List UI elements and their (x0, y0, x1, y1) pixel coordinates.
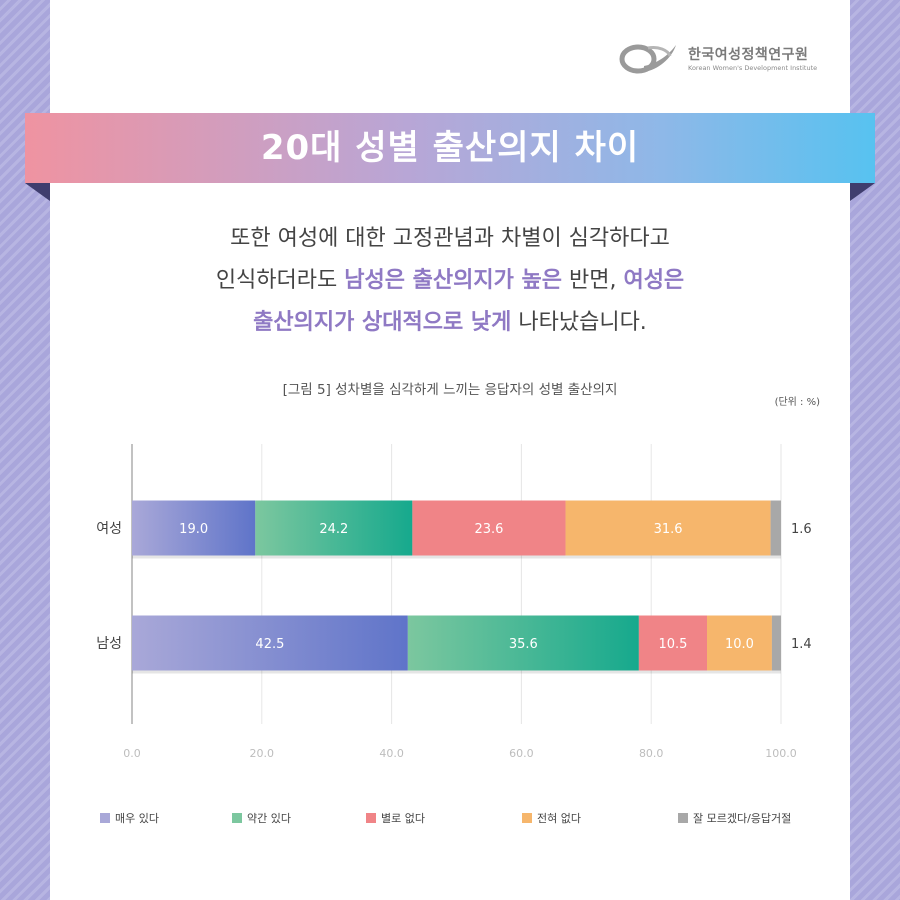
org-name: 한국여성정책연구원 (688, 47, 809, 63)
bar-segment (132, 615, 408, 671)
legend-label: 잘 모르겠다/응답거절 (693, 812, 792, 825)
banner-title: 20대 성별 출산의지 차이 (260, 128, 640, 168)
bar-segment (407, 615, 639, 671)
intro-line-2-a: 인식하더라도 (215, 268, 345, 293)
legend-swatch (100, 813, 110, 823)
legend-label: 별로 없다 (381, 812, 425, 825)
bar-segment (707, 615, 772, 671)
data-label: 10.5 (658, 637, 687, 652)
intro-highlight-men: 남성은 출산의지가 높은 (344, 268, 562, 293)
bar-segment (771, 615, 781, 671)
bar-segment (638, 615, 708, 671)
legend-item: 약간 있다 (232, 808, 291, 828)
data-label: 1.6 (791, 522, 812, 537)
intro-highlight-low: 출산의지가 상대적으로 낮게 (253, 310, 512, 335)
intro-line-2-b: 반면, (561, 268, 624, 293)
legend-swatch (678, 813, 688, 823)
org-logo-mark-icon (619, 44, 676, 74)
category-label: 여성 (96, 521, 122, 537)
intro-line-1: 또한 여성에 대한 고정관념과 차별이 심각하다고 (60, 218, 840, 260)
banner-fold-left (25, 183, 50, 201)
intro-highlight-women: 여성은 (623, 268, 685, 293)
intro-line-3: 출산의지가 상대적으로 낮게 나타났습니다. (60, 302, 840, 344)
x-tick-label: 100.0 (765, 747, 797, 760)
chart-labels: 0.0 20.0 40.0 60.0 80.0 100.0 여성 19.0 24.2 23.6 31… (96, 521, 811, 760)
intro-text: 또한 여성에 대한 고정관념과 차별이 심각하다고 인식하더라도 남성은 출산의… (60, 218, 840, 344)
legend-label: 약간 있다 (247, 812, 291, 825)
x-tick-label: 80.0 (639, 747, 664, 760)
stacked-bar-chart: 0.0 20.0 40.0 60.0 80.0 100.0 여성 19.0 24.2 23.6 31… (96, 444, 812, 760)
chart-bars (132, 500, 781, 674)
legend-label: 전혀 없다 (537, 812, 581, 825)
legend-swatch (232, 813, 242, 823)
title-banner (25, 113, 875, 183)
data-label: 35.6 (509, 637, 538, 652)
org-logo: 한국여성정책연구원 Korean Women's Development Ins… (618, 40, 828, 80)
data-label: 19.0 (179, 522, 208, 537)
bar-segment (565, 500, 771, 556)
org-name-en: Korean Women's Development Institute (688, 64, 818, 72)
legend-swatch (522, 813, 532, 823)
x-tick-label: 40.0 (379, 747, 404, 760)
bar-segment (255, 500, 413, 556)
data-label: 24.2 (319, 522, 348, 537)
intro-line-3-b: 나타났습니다. (511, 310, 647, 335)
x-tick-label: 0.0 (123, 747, 141, 760)
intro-line-2: 인식하더라도 남성은 출산의지가 높은 반면, 여성은 (60, 260, 840, 302)
legend-item: 전혀 없다 (522, 808, 581, 828)
banner-fold-right (850, 183, 875, 201)
data-label: 10.0 (725, 637, 754, 652)
bar-segment (770, 500, 781, 556)
data-label: 42.5 (255, 637, 284, 652)
figure-unit: (단위 : %) (774, 397, 820, 408)
data-label: 31.6 (654, 522, 683, 537)
legend-item: 잘 모르겠다/응답거절 (678, 808, 791, 828)
legend-item: 매우 있다 (100, 808, 159, 828)
data-label: 1.4 (791, 637, 812, 652)
bar-segment (412, 500, 566, 556)
legend-swatch (366, 813, 376, 823)
x-tick-label: 60.0 (509, 747, 534, 760)
chart-legend: 매우 있다 약간 있다 별로 없다 전혀 없다 잘 모르겠다/응답거절 (0, 808, 900, 828)
intro-line-1-text: 또한 여성에 대한 고정관념과 차별이 심각하다고 (230, 226, 670, 251)
legend-item: 별로 없다 (366, 808, 425, 828)
figure-title: [그림 5] 성차별을 심각하게 느끼는 응답자의 성별 출산의지 (282, 382, 618, 398)
bar-segment (132, 500, 256, 556)
chart-grid (131, 444, 782, 724)
data-label: 23.6 (474, 522, 503, 537)
category-label: 남성 (96, 636, 122, 652)
legend-label: 매우 있다 (115, 812, 159, 825)
x-tick-label: 20.0 (250, 747, 275, 760)
